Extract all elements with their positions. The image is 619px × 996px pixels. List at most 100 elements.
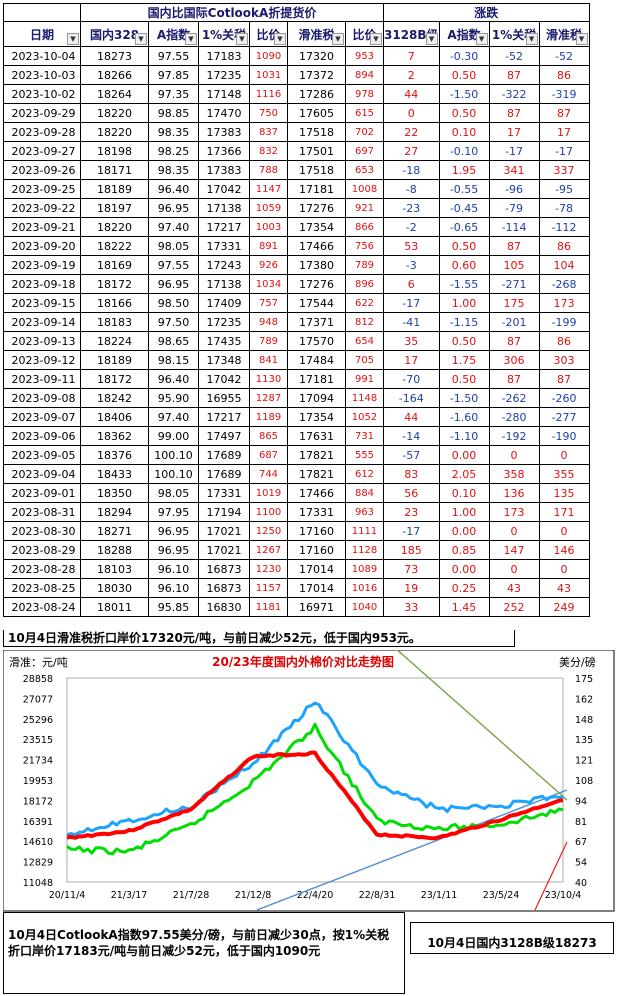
table-cell[interactable]: -322 (488, 84, 540, 104)
table-cell[interactable]: 53 (383, 236, 440, 256)
table-cell[interactable]: 1089 (345, 559, 384, 579)
table-cell[interactable]: 2023-08-25 (3, 578, 81, 598)
table-cell[interactable]: 1267 (249, 540, 288, 560)
table-cell[interactable]: 1090 (249, 46, 288, 66)
table-cell[interactable]: 16873 (198, 559, 250, 579)
table-cell[interactable]: -0.45 (438, 198, 490, 218)
table-cell[interactable]: 44 (383, 84, 440, 104)
table-cell[interactable]: 17138 (198, 274, 250, 294)
table-cell[interactable]: 926 (249, 255, 288, 275)
table-cell[interactable]: 789 (249, 331, 288, 351)
table-cell[interactable]: 17331 (198, 236, 250, 256)
table-cell[interactable]: 17181 (287, 179, 346, 199)
table-cell[interactable]: 1157 (249, 578, 288, 598)
table-cell[interactable]: 1130 (249, 369, 288, 389)
table-cell[interactable]: 18242 (80, 388, 149, 408)
table-cell[interactable]: 2023-09-08 (3, 388, 81, 408)
table-cell[interactable]: 865 (249, 426, 288, 446)
table-cell[interactable]: -78 (538, 198, 590, 218)
table-cell[interactable]: 17383 (198, 122, 250, 142)
table-cell[interactable]: 756 (345, 236, 384, 256)
table-cell[interactable]: 17821 (287, 445, 346, 465)
table-cell[interactable]: 18433 (80, 464, 149, 484)
table-cell[interactable]: 0 (538, 445, 590, 465)
column-header[interactable]: 国内328 ▼ (80, 21, 149, 47)
table-cell[interactable]: 97.35 (148, 84, 199, 104)
filter-dropdown-icon[interactable]: ▼ (67, 33, 79, 45)
table-cell[interactable]: 18266 (80, 65, 149, 85)
table-cell[interactable]: 99.00 (148, 426, 199, 446)
table-cell[interactable]: 1034 (249, 274, 288, 294)
table-cell[interactable]: 17243 (198, 255, 250, 275)
table-cell[interactable]: 18171 (80, 160, 149, 180)
table-cell[interactable]: -2 (383, 217, 440, 237)
table-cell[interactable]: 18222 (80, 236, 149, 256)
table-cell[interactable]: 86 (538, 331, 590, 351)
table-cell[interactable]: 17276 (287, 198, 346, 218)
table-cell[interactable]: 866 (345, 217, 384, 237)
column-header[interactable]: 日期 ▼ (3, 21, 81, 47)
table-cell[interactable]: 355 (538, 464, 590, 484)
table-cell[interactable]: 17 (538, 122, 590, 142)
table-cell[interactable]: 17276 (287, 274, 346, 294)
table-cell[interactable]: 1189 (249, 407, 288, 427)
table-cell[interactable]: 1052 (345, 407, 384, 427)
table-cell[interactable]: 0.00 (438, 445, 490, 465)
table-cell[interactable]: 17 (383, 350, 440, 370)
table-cell[interactable]: -190 (538, 426, 590, 446)
table-cell[interactable]: 87 (488, 65, 540, 85)
table-cell[interactable]: 35 (383, 331, 440, 351)
table-cell[interactable]: 17042 (198, 369, 250, 389)
table-cell[interactable]: 0 (538, 559, 590, 579)
table-cell[interactable]: 17148 (198, 84, 250, 104)
table-cell[interactable]: -1.10 (438, 426, 490, 446)
table-cell[interactable]: 744 (249, 464, 288, 484)
table-cell[interactable]: 18172 (80, 369, 149, 389)
table-cell[interactable]: 44 (383, 407, 440, 427)
table-cell[interactable]: 2023-08-24 (3, 597, 81, 617)
table-cell[interactable]: 17354 (287, 407, 346, 427)
filter-dropdown-icon[interactable]: ▼ (135, 33, 147, 45)
table-cell[interactable]: 953 (345, 46, 384, 66)
table-cell[interactable]: 95.90 (148, 388, 199, 408)
table-cell[interactable]: 337 (538, 160, 590, 180)
table-cell[interactable]: 555 (345, 445, 384, 465)
table-cell[interactable]: 1059 (249, 198, 288, 218)
table-cell[interactable]: 0.25 (438, 578, 490, 598)
filter-dropdown-icon[interactable]: ▼ (525, 33, 538, 45)
table-cell[interactable]: 87 (538, 369, 590, 389)
table-cell[interactable]: 136 (488, 483, 540, 503)
table-cell[interactable]: 97.40 (148, 407, 199, 427)
table-cell[interactable]: 18220 (80, 122, 149, 142)
table-cell[interactable]: 654 (345, 331, 384, 351)
table-cell[interactable]: 98.25 (148, 141, 199, 161)
table-cell[interactable]: 687 (249, 445, 288, 465)
table-cell[interactable]: 105 (488, 255, 540, 275)
table-cell[interactable]: 1287 (249, 388, 288, 408)
column-header[interactable]: 滑准税 ▼ (287, 21, 346, 47)
table-cell[interactable]: -70 (383, 369, 440, 389)
table-cell[interactable]: 1.45 (438, 597, 490, 617)
table-cell[interactable]: 837 (249, 122, 288, 142)
table-cell[interactable]: 0.85 (438, 540, 490, 560)
table-cell[interactable]: 18103 (80, 559, 149, 579)
table-cell[interactable]: 0.50 (438, 65, 490, 85)
table-cell[interactable]: -0.30 (438, 46, 490, 66)
table-cell[interactable]: 2023-09-18 (3, 274, 81, 294)
table-cell[interactable]: 17605 (287, 103, 346, 123)
table-cell[interactable]: 7 (383, 46, 440, 66)
filter-dropdown-icon[interactable]: ▼ (575, 33, 588, 45)
table-cell[interactable]: -1.60 (438, 407, 490, 427)
table-cell[interactable]: 17042 (198, 179, 250, 199)
table-cell[interactable]: 789 (345, 255, 384, 275)
table-cell[interactable]: 18294 (80, 502, 149, 522)
filter-dropdown-icon[interactable]: ▼ (370, 33, 382, 45)
table-cell[interactable]: 17383 (198, 160, 250, 180)
table-cell[interactable]: 2023-10-03 (3, 65, 81, 85)
table-cell[interactable]: 1.75 (438, 350, 490, 370)
table-cell[interactable]: 104 (538, 255, 590, 275)
table-cell[interactable]: 2023-09-21 (3, 217, 81, 237)
table-cell[interactable]: 2023-09-15 (3, 293, 81, 313)
table-cell[interactable]: 18166 (80, 293, 149, 313)
table-cell[interactable]: 0.10 (438, 483, 490, 503)
